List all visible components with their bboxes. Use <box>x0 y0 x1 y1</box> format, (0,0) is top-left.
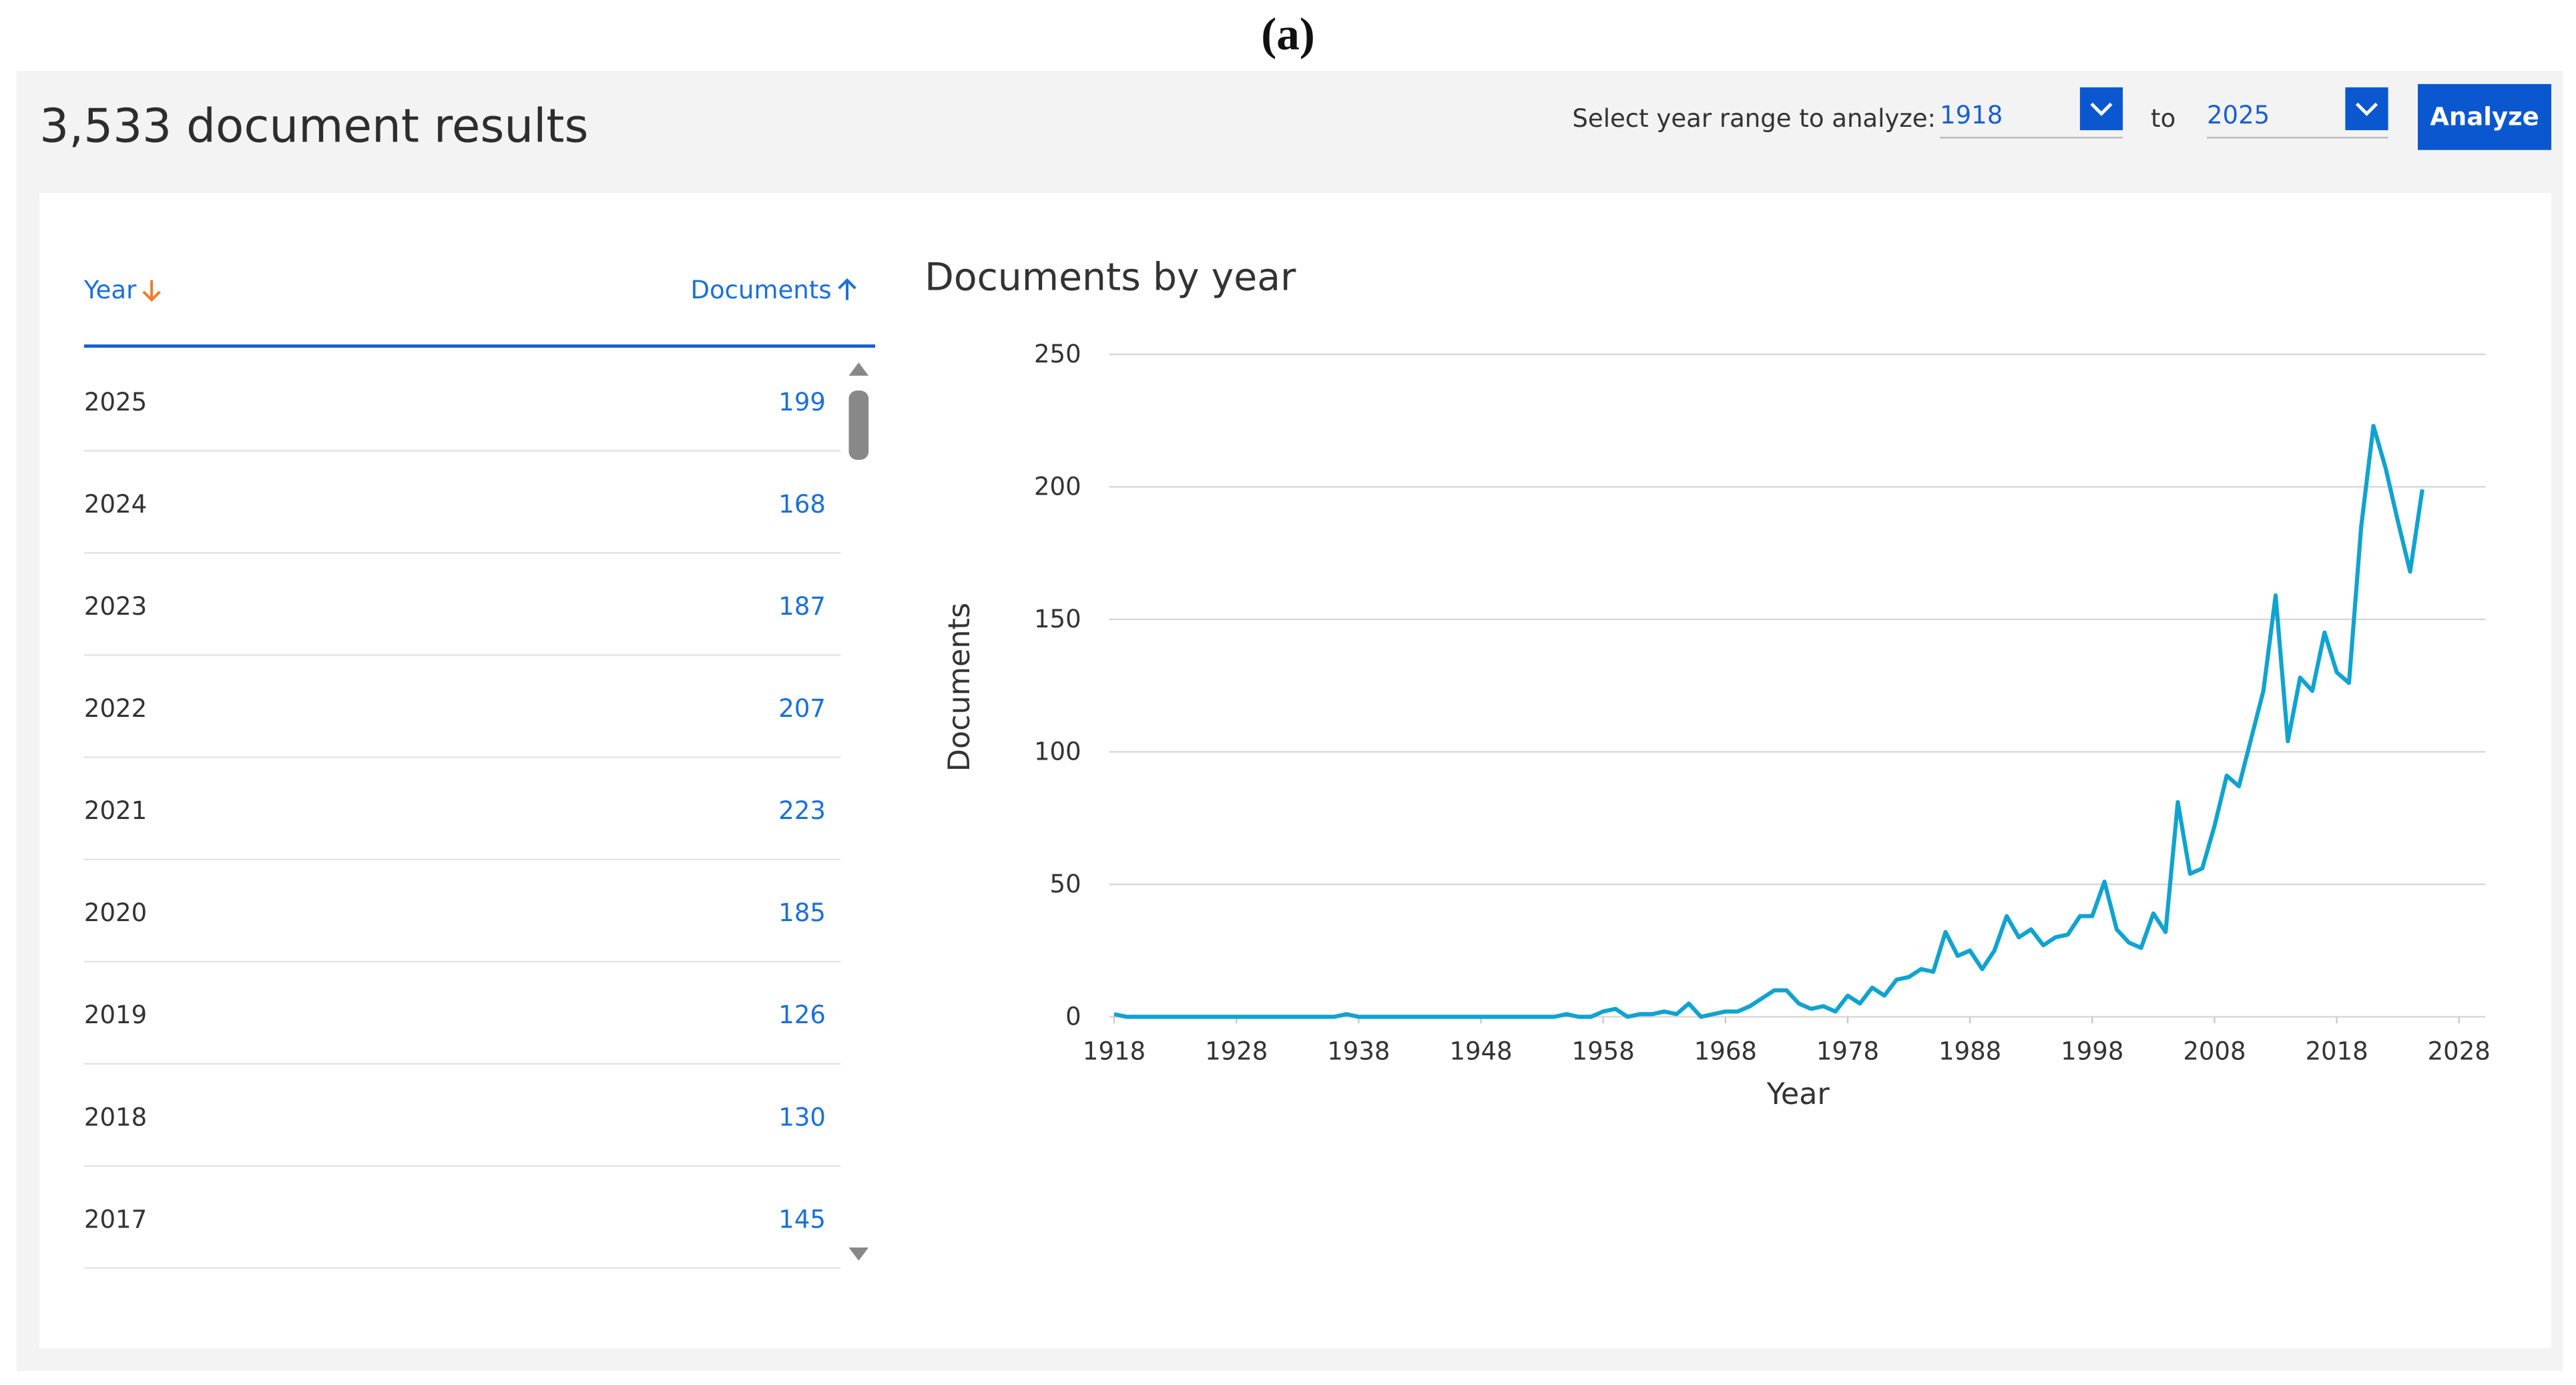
x-tick-label: 1938 <box>1327 1037 1390 1066</box>
table-row: 2024 168 <box>83 450 841 554</box>
documents-cell: 126 <box>778 1000 826 1031</box>
year-cell: 2018 <box>83 1102 148 1133</box>
line <box>1113 423 2424 1019</box>
table-row: 2022 207 <box>83 654 841 758</box>
table-row: 2017 145 <box>83 1165 841 1270</box>
year-cell: 2025 <box>83 387 148 417</box>
x-axis-label: Year <box>1766 1077 1830 1111</box>
documents-cell: 223 <box>778 796 826 826</box>
documents-header[interactable]: Documents <box>690 275 862 305</box>
x-tick-label: 1928 <box>1205 1037 1268 1066</box>
from-select[interactable]: 1918 <box>1940 87 2123 139</box>
year-cell: 2021 <box>83 796 148 826</box>
documents-cell: 207 <box>778 694 826 724</box>
x-tick-label: 1948 <box>1449 1037 1512 1066</box>
x-tick-label: 1978 <box>1816 1037 1879 1066</box>
year-cell: 2020 <box>83 898 148 928</box>
to-select[interactable]: 2025 <box>2206 87 2388 139</box>
table-row: 2018 130 <box>83 1063 841 1167</box>
year-cell: 2017 <box>83 1204 148 1235</box>
documents-cell: 168 <box>778 489 826 519</box>
y-tick-label: 0 <box>1065 1003 1081 1031</box>
y-tick-label: 200 <box>1034 473 1081 501</box>
y-tick-label: 50 <box>1050 870 1081 898</box>
x-tick-label: 1998 <box>2061 1037 2123 1066</box>
x-tick-label: 2008 <box>2183 1037 2246 1066</box>
to-label: to <box>2151 103 2176 133</box>
sort-arrow <box>837 278 856 300</box>
table-row: 2021 223 <box>83 756 841 860</box>
documents-cell: 130 <box>778 1102 826 1133</box>
scrollbar[interactable] <box>842 352 875 1276</box>
header-rule <box>83 344 876 348</box>
range-label: Select year range to analyze: <box>1572 103 1937 133</box>
from-value: 1918 <box>1940 100 2003 131</box>
documents-cell: 185 <box>778 898 826 928</box>
x-tick-label: 1988 <box>1939 1037 2001 1066</box>
x-tick-label: 1918 <box>1083 1037 1145 1066</box>
table-row: 2020 185 <box>83 858 841 962</box>
documents-cell: 199 <box>778 387 826 417</box>
y-axis-label: Documents <box>943 603 977 772</box>
chart-title: Documents by year <box>925 257 1296 300</box>
y-tick-label: 250 <box>1034 340 1081 368</box>
table-row: 2023 187 <box>83 552 841 656</box>
x-tick-label: 2018 <box>2305 1037 2368 1066</box>
x-tick-label: 1968 <box>1694 1037 1757 1066</box>
year-cell: 2019 <box>83 1000 148 1031</box>
chart: Year Documents 0 50 100 150 200 250 1918 1928 19… <box>943 340 2491 1111</box>
col-label: Year <box>83 275 137 305</box>
table-row: 2025 199 <box>83 348 841 452</box>
x-tick-label: 1958 <box>1572 1037 1635 1066</box>
year-header[interactable]: Year <box>83 275 166 305</box>
y-tick-label: 100 <box>1034 738 1081 766</box>
year-cell: 2023 <box>83 591 148 621</box>
year-cell: 2024 <box>83 489 148 519</box>
card <box>39 192 2552 1348</box>
documents-cell: 145 <box>778 1204 826 1235</box>
col-label: Documents <box>690 275 832 305</box>
analyze-button[interactable]: Analyze <box>2418 83 2552 150</box>
y-tick-label: 150 <box>1034 605 1081 633</box>
to-value: 2025 <box>2206 100 2270 131</box>
year-cell: 2022 <box>83 694 148 724</box>
x-tick-label: 2028 <box>2428 1037 2491 1066</box>
results-title: 3,533 document results <box>39 99 589 154</box>
chevron[interactable] <box>2345 87 2388 131</box>
chevron[interactable] <box>2079 87 2123 131</box>
table-row: 2019 126 <box>83 960 841 1065</box>
caption: (a) <box>1261 9 1315 61</box>
documents-cell: 187 <box>778 591 826 621</box>
sort-arrow <box>142 280 161 302</box>
